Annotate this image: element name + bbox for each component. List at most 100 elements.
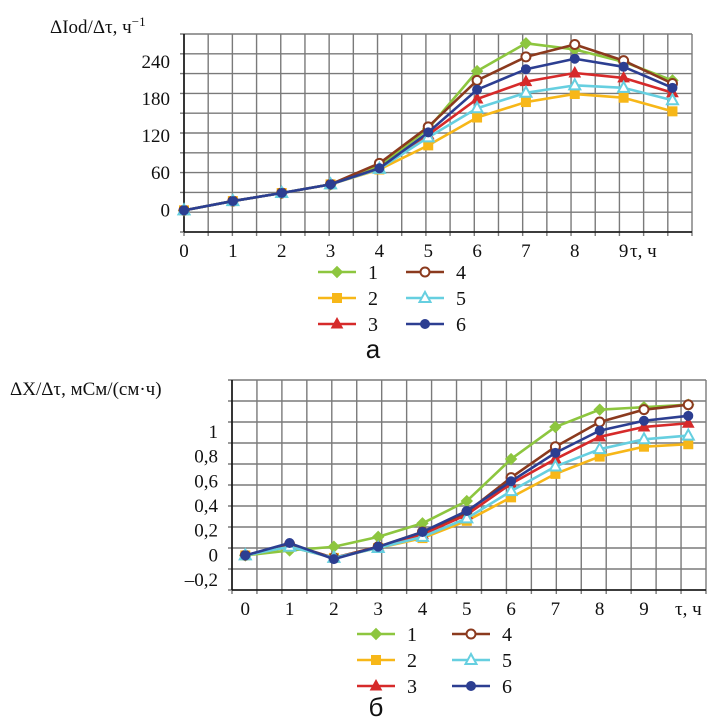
x-axis-title: τ, ч bbox=[675, 599, 702, 620]
data-point bbox=[373, 541, 384, 552]
legend: 1 2 3 4 5 6 bbox=[357, 624, 512, 698]
legend-marker bbox=[417, 289, 433, 303]
data-point bbox=[567, 77, 582, 91]
series-6 bbox=[179, 53, 678, 216]
legend-label: 1 bbox=[368, 262, 378, 284]
series-3 bbox=[238, 416, 695, 563]
x-tick-label: 8 bbox=[595, 599, 605, 620]
legend-marker bbox=[332, 293, 342, 303]
data-point bbox=[504, 452, 518, 466]
series-1 bbox=[239, 398, 695, 562]
legend-label: 5 bbox=[456, 288, 466, 310]
data-point bbox=[616, 79, 631, 93]
data-point bbox=[667, 106, 678, 117]
data-point bbox=[374, 163, 385, 174]
data-point bbox=[227, 196, 238, 207]
data-point bbox=[472, 84, 483, 95]
x-tick-label: 2 bbox=[277, 241, 287, 262]
legend-label: 5 bbox=[502, 650, 512, 672]
legend-label: 4 bbox=[502, 624, 512, 646]
legend-entry: 5 bbox=[452, 650, 512, 672]
legend-label: 6 bbox=[456, 314, 466, 336]
series-line bbox=[245, 403, 689, 557]
legend-entry: 4 bbox=[406, 262, 466, 284]
data-point bbox=[240, 550, 251, 561]
x-tick-label: 4 bbox=[418, 599, 428, 620]
data-point bbox=[593, 403, 606, 416]
data-point bbox=[636, 431, 652, 445]
x-tick-label: 1 bbox=[285, 599, 295, 620]
x-tick-label: 3 bbox=[373, 599, 383, 620]
legend-entry: 4 bbox=[452, 624, 512, 646]
y-axis-title: ΔIod/Δτ, ч−1 bbox=[50, 14, 146, 38]
y-tick-label: 1 bbox=[209, 422, 219, 443]
data-point bbox=[638, 404, 650, 416]
x-tick-label: 2 bbox=[329, 599, 339, 620]
data-point bbox=[683, 439, 694, 450]
data-point bbox=[179, 205, 189, 216]
grid bbox=[180, 33, 693, 236]
legend-entry: 3 bbox=[357, 676, 417, 698]
data-point bbox=[472, 112, 483, 123]
data-point bbox=[681, 416, 695, 428]
legend-marker bbox=[420, 319, 430, 329]
legend-marker bbox=[466, 681, 476, 691]
y-tick-label: 0 bbox=[161, 200, 171, 221]
data-point bbox=[592, 441, 607, 455]
x-tick-label: 5 bbox=[462, 599, 472, 620]
legend: 1 2 3 4 5 6 bbox=[318, 262, 466, 336]
data-point bbox=[423, 127, 434, 138]
y-tick-label: 0,8 bbox=[194, 447, 218, 468]
legend-marker bbox=[369, 678, 383, 691]
data-point bbox=[569, 89, 580, 100]
legend-entry: 6 bbox=[406, 314, 466, 336]
data-point bbox=[518, 84, 534, 98]
legend-entry: 2 bbox=[318, 288, 378, 310]
chart-panel-a: 0 60 120 180 240 0 1 2 3 4 5 6 7 8 9 τ, ч 1 2 3 4 5 6 а ΔIod/Δτ… bbox=[50, 14, 693, 364]
legend-marker bbox=[463, 651, 479, 665]
legend-marker bbox=[371, 655, 381, 665]
data-point bbox=[593, 429, 607, 442]
legend-label: 2 bbox=[368, 288, 378, 310]
data-point bbox=[667, 82, 678, 93]
data-point bbox=[638, 415, 649, 426]
legend-label: 4 bbox=[456, 262, 466, 284]
data-point bbox=[569, 53, 580, 64]
data-point bbox=[520, 64, 531, 75]
legend-marker bbox=[369, 627, 383, 641]
data-point bbox=[594, 425, 605, 436]
chart-panel-b: –0,2 0 0,2 0,4 0,6 0,8 1 0 1 2 3 4 5 6 7 8 9 τ, ч 1 2 3 4 5 6 б Δ… bbox=[10, 379, 707, 720]
data-point bbox=[594, 416, 606, 428]
data-point bbox=[325, 179, 336, 190]
data-point bbox=[284, 538, 295, 549]
legend-marker bbox=[419, 266, 431, 278]
y-tick-label: 240 bbox=[142, 52, 171, 73]
x-tick-label: 6 bbox=[506, 599, 516, 620]
data-point bbox=[471, 74, 483, 86]
y-axis-title-superscript: −1 bbox=[132, 14, 146, 29]
series-6 bbox=[240, 410, 694, 565]
data-point bbox=[665, 92, 680, 106]
legend-entry: 1 bbox=[357, 624, 417, 646]
x-tick-label: 7 bbox=[551, 599, 561, 620]
legend-marker bbox=[330, 316, 344, 329]
legend-label: 3 bbox=[407, 676, 417, 698]
data-point bbox=[519, 37, 533, 50]
x-tick-label: 0 bbox=[179, 241, 189, 262]
legend-label: 2 bbox=[407, 650, 417, 672]
y-tick-label: 0,6 bbox=[194, 471, 218, 492]
data-point bbox=[681, 427, 696, 441]
legend-entry: 5 bbox=[406, 288, 466, 310]
x-tick-label: 5 bbox=[423, 241, 433, 262]
data-point bbox=[618, 92, 629, 103]
x-tick-label: 3 bbox=[326, 241, 336, 262]
legend-label: 1 bbox=[407, 624, 417, 646]
y-tick-label: –0,2 bbox=[184, 570, 218, 591]
series-line bbox=[244, 414, 689, 561]
data-point bbox=[461, 505, 472, 516]
data-point bbox=[569, 39, 581, 51]
data-point bbox=[506, 476, 517, 487]
y-tick-label: 120 bbox=[142, 126, 171, 147]
panel-label: б bbox=[369, 692, 384, 720]
